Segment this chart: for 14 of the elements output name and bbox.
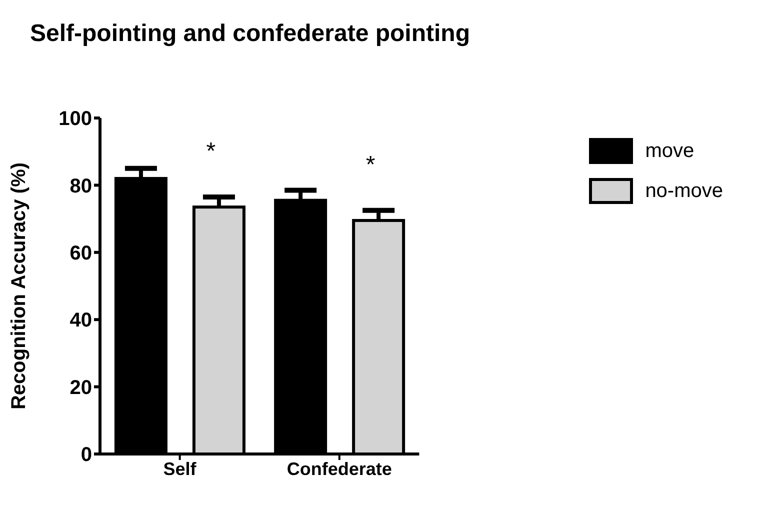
- chart-title: Self-pointing and confederate pointing: [30, 20, 470, 48]
- legend-label: no-move: [645, 180, 723, 202]
- y-tick-label: 100: [58, 108, 92, 130]
- annotation: *: [366, 151, 376, 178]
- y-tick-label: 40: [70, 310, 92, 332]
- x-tick-label: Self: [163, 458, 198, 479]
- y-tick-label: 80: [70, 175, 92, 198]
- legend-label: move: [645, 140, 694, 162]
- y-tick-label: 0: [80, 444, 92, 466]
- y-tick-label: 60: [70, 242, 92, 264]
- annotation: *: [206, 138, 216, 166]
- y-axis-title: Recognition Accuracy (%): [8, 162, 30, 410]
- y-tick-label: 20: [70, 376, 92, 399]
- x-tick-label: Confederate: [286, 458, 392, 479]
